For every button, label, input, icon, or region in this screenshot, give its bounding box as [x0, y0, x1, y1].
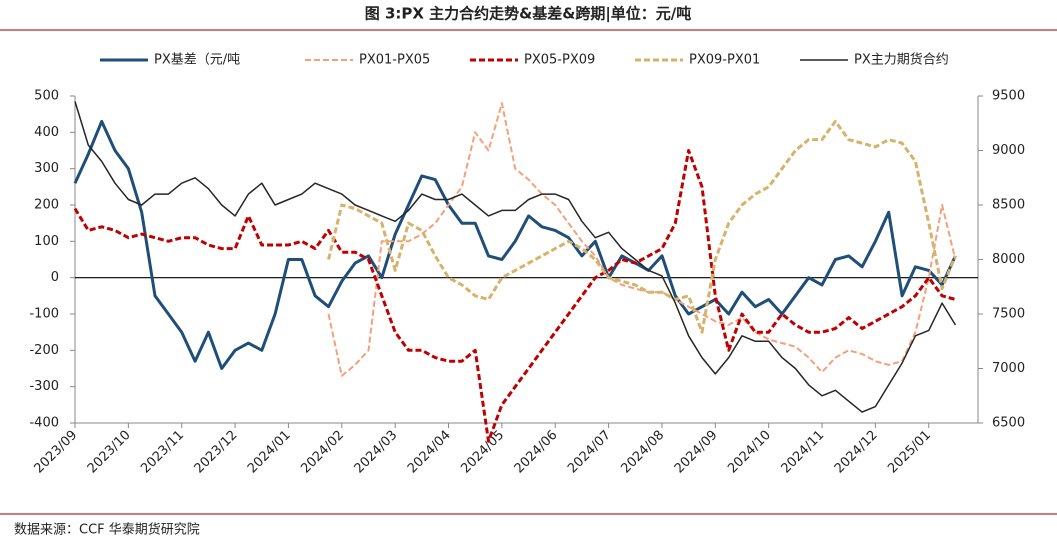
y2-tick-label: 6500 — [992, 416, 1025, 431]
series-line — [74, 101, 957, 413]
y-tick-label: 500 — [34, 89, 59, 104]
y2-tick-label: 8500 — [992, 198, 1025, 213]
y2-tick-label: 9000 — [992, 143, 1025, 158]
y2-tick-label: 8000 — [992, 252, 1025, 267]
x-tick-label: 2023/09 — [32, 428, 81, 477]
x-tick-label: 2023/11 — [138, 428, 187, 477]
y-tick-label: -400 — [29, 416, 59, 431]
y-tick-label: -200 — [29, 343, 59, 358]
x-tick-label: 2024/08 — [618, 428, 667, 477]
y-tick-label: 100 — [34, 234, 59, 249]
y-tick-label: 200 — [34, 198, 59, 213]
x-tick-label: 2024/01 — [245, 428, 294, 477]
y-tick-label: 300 — [34, 161, 59, 176]
x-tick-label: 2023/12 — [192, 428, 241, 477]
y2-tick-label: 7500 — [992, 307, 1025, 322]
x-tick-label: 2024/04 — [405, 428, 454, 477]
y-tick-label: 400 — [34, 125, 59, 140]
legend-label: PX主力期货合约 — [854, 52, 949, 68]
x-tick-label: 2024/11 — [779, 428, 828, 477]
legend-label: PX01-PX05 — [359, 53, 430, 68]
x-tick-label: 2024/10 — [725, 428, 774, 477]
series-line — [73, 149, 956, 443]
x-tick-label: 2024/03 — [352, 428, 401, 477]
y2-tick-label: 7000 — [992, 361, 1025, 376]
x-tick-label: 2024/07 — [565, 428, 614, 477]
x-tick-label: 2024/06 — [512, 428, 561, 477]
series-line — [73, 119, 957, 370]
x-tick-label: 2023/10 — [85, 428, 134, 477]
chart-title: 图 3:PX 主力合约走势&基差&跨期|单位：元/吨 — [365, 5, 692, 24]
x-tick-label: 2024/02 — [298, 428, 347, 477]
y-tick-label: 0 — [51, 270, 59, 285]
legend-label: PX09-PX01 — [689, 53, 760, 68]
source-note: 数据来源：CCF 华泰期货研究院 — [14, 522, 200, 538]
legend-label: PX基差（元/吨 — [154, 53, 240, 68]
x-tick-label: 2025/01 — [885, 428, 934, 477]
y-tick-label: -300 — [29, 379, 59, 394]
x-tick-label: 2024/05 — [458, 428, 507, 477]
x-tick-label: 2024/12 — [832, 428, 881, 477]
legend-label: PX05-PX09 — [524, 53, 595, 68]
series-line — [327, 102, 957, 377]
y-tick-label: -100 — [29, 307, 59, 322]
series-line — [327, 119, 957, 334]
y2-tick-label: 9500 — [992, 89, 1025, 104]
x-tick-label: 2024/09 — [672, 428, 721, 477]
